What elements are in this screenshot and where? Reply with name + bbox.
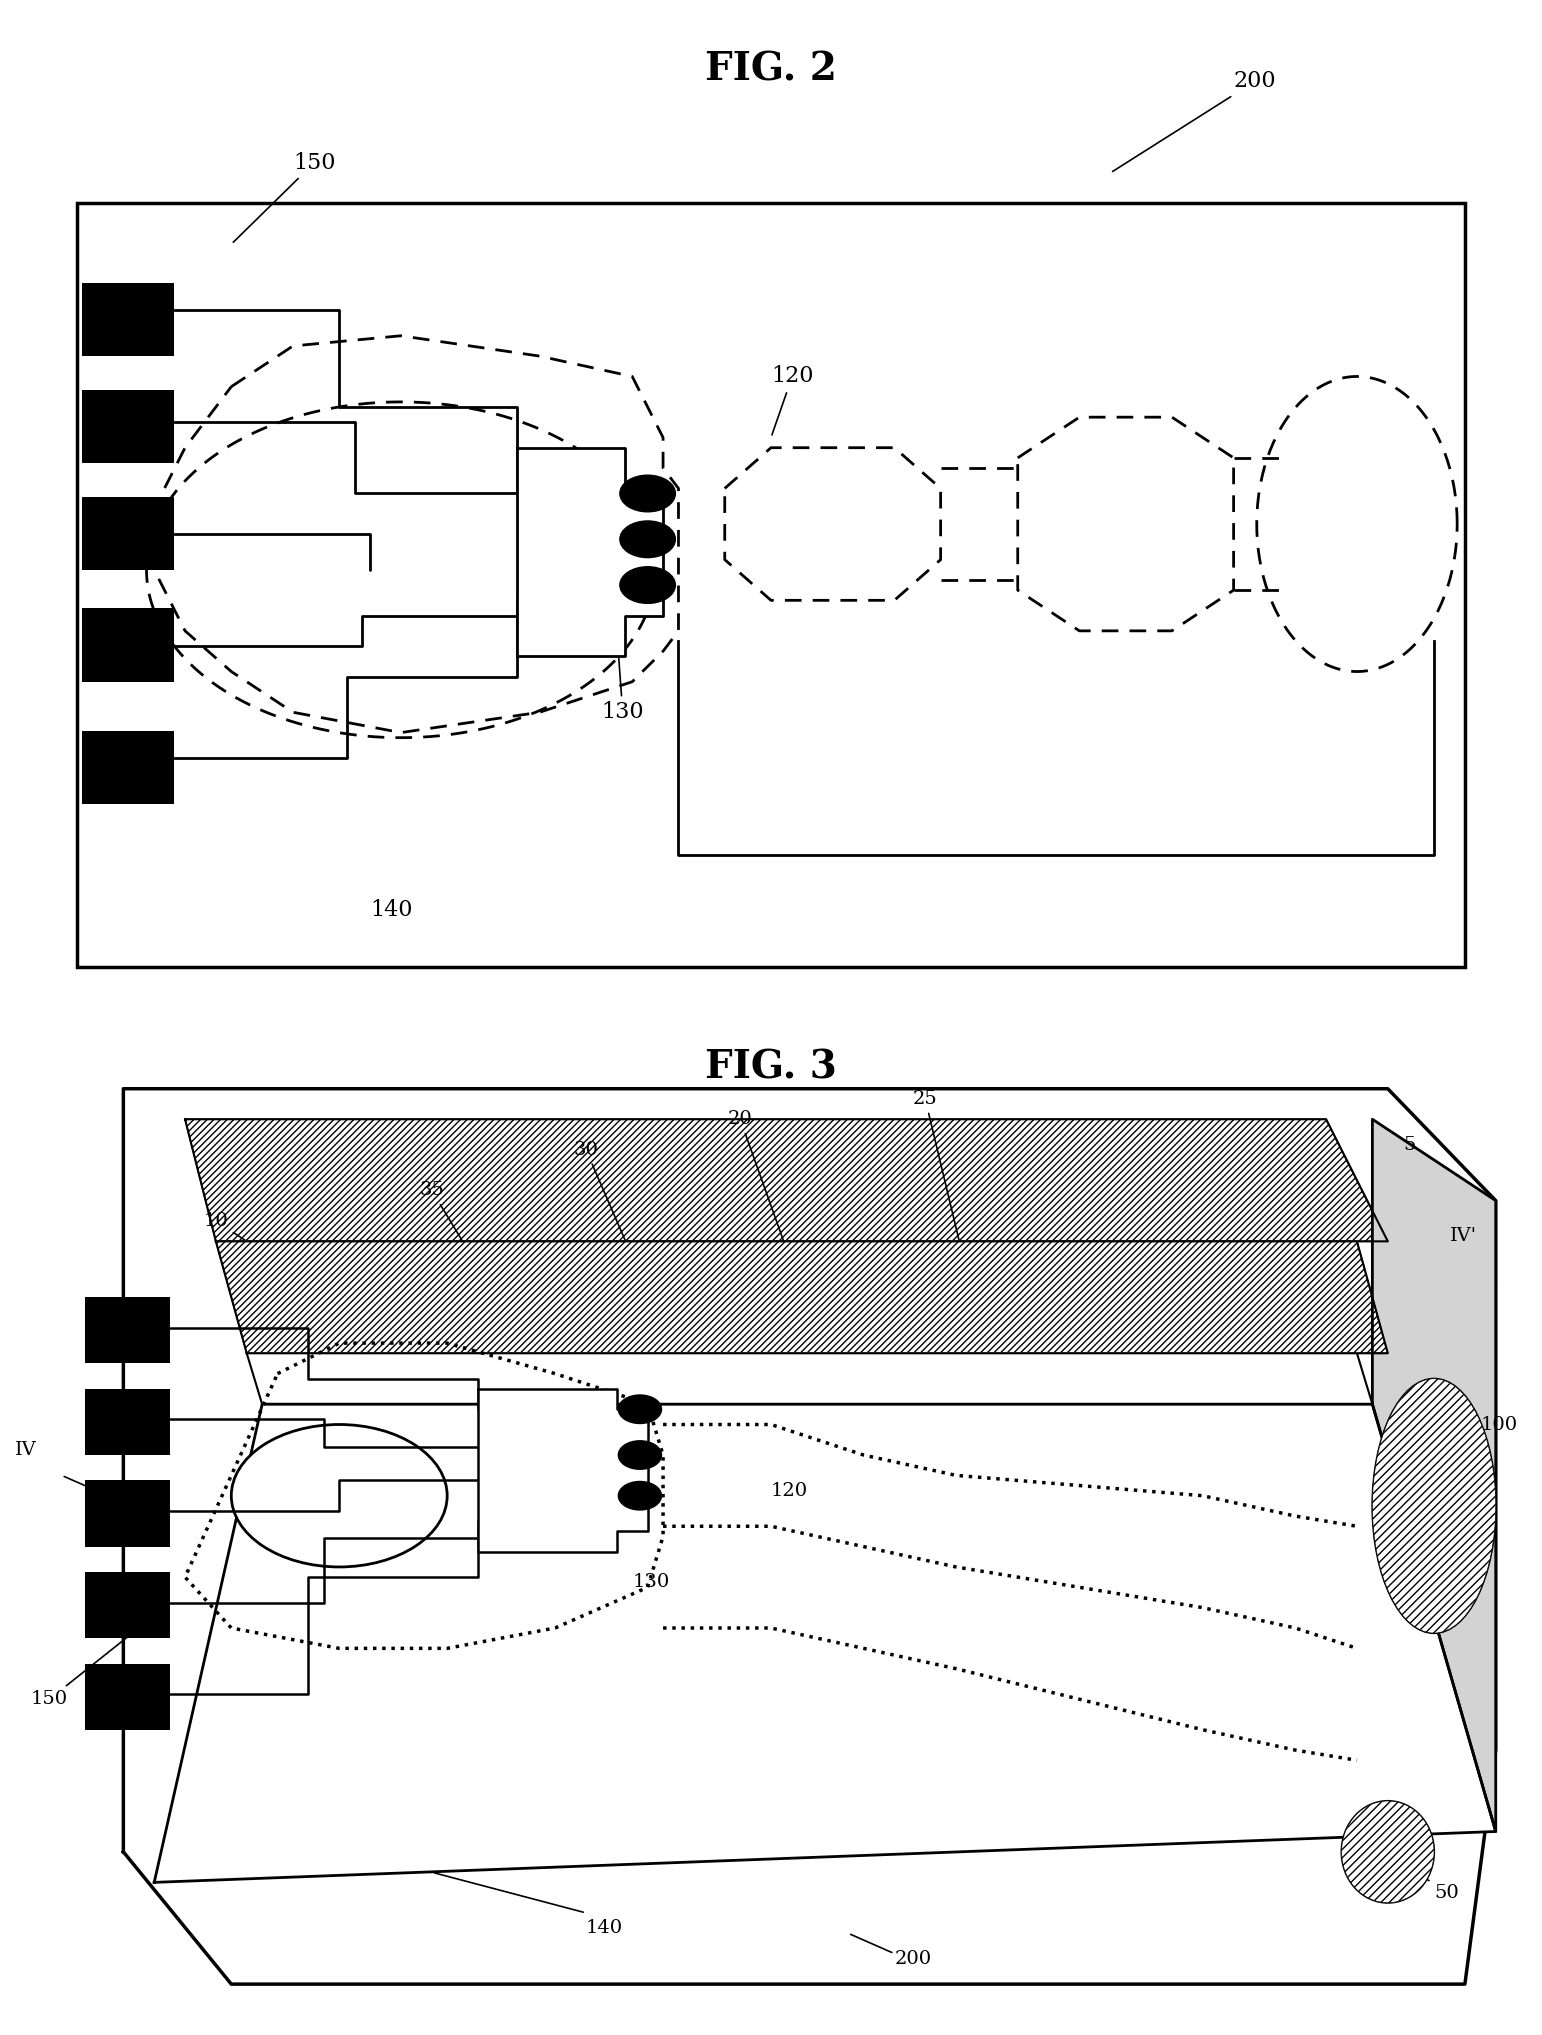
Circle shape: [618, 1481, 662, 1510]
Bar: [82, 608, 174, 682]
Text: 35: 35: [419, 1182, 492, 1290]
Text: 130: 130: [601, 633, 645, 722]
Text: 120: 120: [771, 1481, 808, 1500]
Bar: [82, 731, 174, 804]
Bar: [82, 389, 174, 462]
Circle shape: [618, 1441, 662, 1469]
Text: FIG. 3: FIG. 3: [705, 1048, 837, 1087]
Text: IV: IV: [15, 1441, 37, 1459]
Text: 100: 100: [1436, 1416, 1517, 1473]
Text: 120: 120: [771, 366, 814, 435]
Circle shape: [231, 1424, 447, 1567]
Text: 200: 200: [894, 1950, 931, 1968]
Ellipse shape: [1372, 1380, 1496, 1632]
Text: 130: 130: [632, 1573, 669, 1591]
Text: 10: 10: [204, 1213, 336, 1300]
Bar: [82, 497, 174, 570]
Ellipse shape: [1342, 1801, 1434, 1903]
Text: 30: 30: [574, 1142, 646, 1290]
Ellipse shape: [1342, 1801, 1434, 1903]
Text: 50: 50: [1359, 1834, 1459, 1901]
Circle shape: [620, 566, 675, 602]
Bar: [85, 1481, 170, 1547]
Bar: [85, 1298, 170, 1363]
Polygon shape: [185, 1119, 1388, 1241]
Polygon shape: [1372, 1119, 1496, 1832]
Text: 200: 200: [1113, 71, 1277, 171]
Polygon shape: [185, 1119, 1388, 1241]
FancyBboxPatch shape: [77, 204, 1465, 967]
Ellipse shape: [1372, 1380, 1496, 1632]
Text: 5: 5: [1403, 1136, 1416, 1154]
Text: 140: 140: [370, 899, 413, 920]
Circle shape: [620, 474, 675, 511]
Bar: [85, 1665, 170, 1730]
Text: IV': IV': [1449, 1227, 1477, 1245]
Text: 20: 20: [728, 1111, 800, 1290]
Polygon shape: [154, 1404, 1496, 1882]
Circle shape: [620, 521, 675, 558]
Polygon shape: [247, 1353, 1372, 1404]
Text: 150: 150: [233, 153, 336, 242]
Polygon shape: [517, 448, 663, 655]
Text: 150: 150: [31, 1630, 137, 1707]
Circle shape: [618, 1396, 662, 1424]
Bar: [82, 283, 174, 356]
Polygon shape: [123, 1089, 1496, 1984]
Polygon shape: [216, 1241, 1388, 1353]
Bar: [85, 1571, 170, 1638]
Text: FIG. 2: FIG. 2: [705, 51, 837, 90]
Polygon shape: [216, 1241, 1388, 1353]
Bar: [85, 1388, 170, 1455]
Text: 25: 25: [913, 1091, 971, 1290]
Polygon shape: [478, 1388, 648, 1551]
Text: 140: 140: [586, 1919, 623, 1937]
